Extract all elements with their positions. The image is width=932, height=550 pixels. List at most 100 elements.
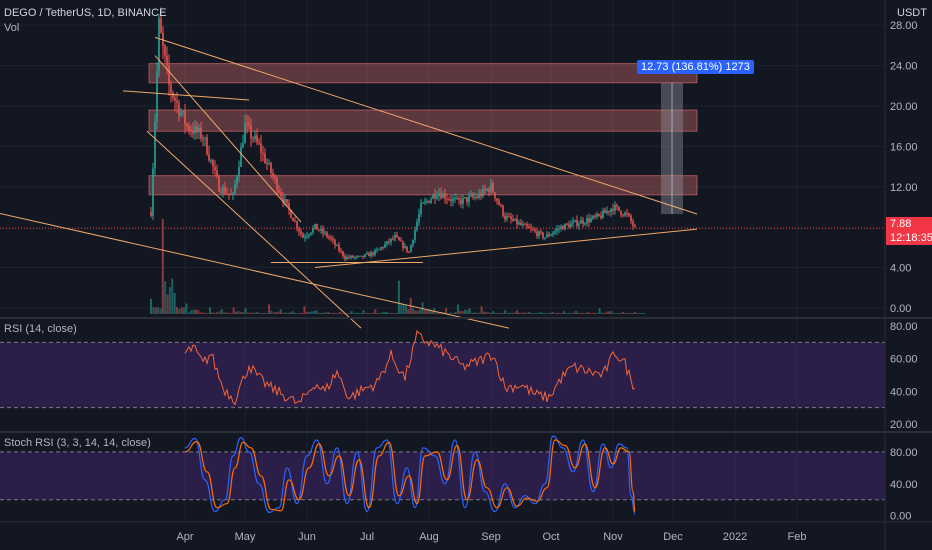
volume-bar (237, 311, 240, 314)
candle-body (528, 226, 530, 228)
volume-bar (256, 312, 259, 314)
candle-body (380, 247, 382, 249)
volume-bar (157, 307, 160, 314)
volume-bar (225, 312, 228, 314)
candle-body (486, 188, 488, 191)
time-tick-label: Apr (176, 531, 193, 543)
volume-bar (218, 311, 221, 314)
candle-body (374, 250, 376, 255)
volume-bar (603, 312, 606, 314)
candle-body (282, 196, 284, 203)
candle-body (270, 163, 272, 173)
volume-bar (173, 293, 176, 314)
volume-bar (412, 308, 415, 314)
volume-bar (381, 311, 384, 314)
candle-body (244, 123, 246, 144)
volume-bar (178, 308, 181, 314)
candle-body (274, 176, 276, 179)
candle-body (596, 214, 598, 217)
volume-bar (591, 312, 594, 314)
candle-body (492, 183, 494, 193)
candle-body (472, 195, 474, 198)
candle-body (348, 256, 350, 258)
stoch-rsi-indicator-label[interactable]: Stoch RSI (3, 3, 14, 14, close) (4, 437, 151, 449)
candle-body (280, 192, 282, 197)
candle-body (536, 231, 538, 237)
volume-bar (159, 308, 162, 314)
volume-bar (589, 312, 592, 314)
stoch-rsi-pane (0, 435, 885, 515)
volume-bar (251, 312, 254, 314)
candle-body (200, 127, 202, 139)
volume-indicator-label[interactable]: Vol (4, 22, 20, 34)
volume-bar (461, 311, 464, 314)
volume-bar (629, 312, 632, 314)
trendlines (0, 36, 698, 329)
candle-body (228, 193, 230, 195)
volume-bar (244, 308, 247, 314)
volume-bar (577, 312, 580, 314)
candle-body (448, 199, 450, 201)
resistance-zone-1 (148, 109, 698, 132)
volume-bar (423, 310, 426, 314)
volume-bar (171, 278, 174, 314)
volume-bar (234, 311, 237, 314)
candle-body (516, 218, 518, 225)
candle-body (426, 200, 428, 202)
volume-bar (527, 312, 530, 314)
volume-bar (279, 309, 282, 314)
candle-body (176, 100, 178, 103)
measure-label[interactable]: 12.73 (136.81%) 1273 (637, 60, 754, 74)
volume-bar (327, 312, 330, 314)
volume-bar (397, 280, 400, 314)
resistance-zones (148, 63, 698, 196)
candle-body (164, 45, 166, 56)
candle-body (546, 234, 548, 238)
volume-bar (308, 311, 311, 314)
volume-bar (520, 312, 523, 314)
volume-bar (570, 312, 573, 314)
volume-bar (180, 307, 183, 314)
candle-body (230, 194, 232, 196)
candle-body (404, 246, 406, 248)
volume-bar (190, 310, 193, 314)
volume-bar (371, 312, 374, 314)
volume-bar (379, 312, 382, 314)
candle-body (328, 236, 330, 238)
volume-bar (631, 312, 634, 314)
volume-bar (515, 310, 518, 314)
volume-bar (268, 304, 271, 314)
trendline-3 (122, 90, 250, 101)
volume-bar (312, 310, 315, 314)
currency-label[interactable]: USDT (897, 7, 927, 19)
candle-body (320, 228, 322, 231)
rsi-indicator-label[interactable]: RSI (14, close) (4, 323, 77, 335)
candle-body (456, 197, 458, 199)
volume-bar (364, 312, 367, 314)
volume-bar (227, 312, 230, 314)
candle-body (360, 255, 362, 257)
stoch-d-line (184, 439, 636, 513)
volume-bar (152, 307, 155, 314)
candle-body (372, 252, 374, 255)
candle-body (168, 65, 170, 85)
candle-body (396, 235, 398, 238)
candle-body (620, 210, 622, 215)
volume-bar (386, 312, 389, 314)
symbol-title[interactable]: DEGO / TetherUS, 1D, BINANCE (4, 7, 167, 19)
candle-body (458, 197, 460, 200)
candle-body (162, 32, 164, 46)
candle-body (554, 230, 556, 233)
volume-bar (499, 312, 502, 314)
candle-body (412, 239, 414, 245)
candle-body (366, 253, 368, 255)
candle-body (408, 251, 410, 253)
candle-body (514, 218, 516, 221)
candle-body (378, 248, 380, 250)
volume-bar (565, 312, 568, 314)
volume-bar (586, 312, 589, 314)
candle-body (258, 141, 260, 144)
volume-bar (201, 312, 204, 314)
volume-bar (501, 312, 504, 314)
